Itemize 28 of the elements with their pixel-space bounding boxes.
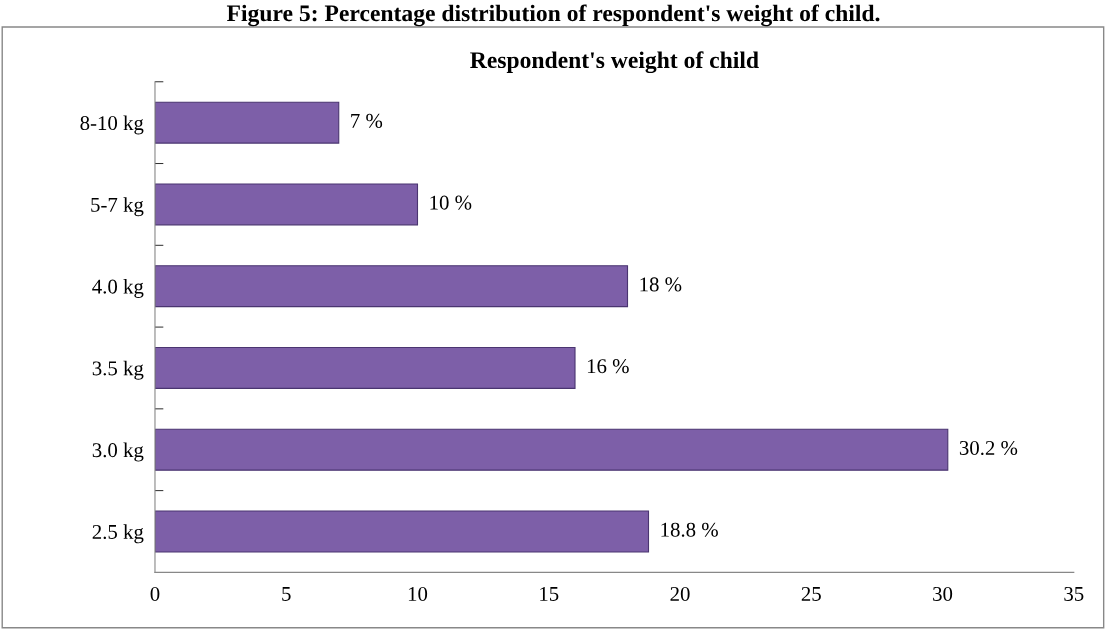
data-label: 30.2 %: [959, 440, 1018, 456]
x-tick-label: 25: [801, 586, 821, 601]
x-tick-label: 0: [150, 586, 160, 601]
data-label: 16 %: [587, 359, 629, 374]
bar: [154, 428, 949, 471]
bar: [154, 101, 340, 144]
data-label: 18.8 %: [661, 522, 718, 537]
y-tick-label: 4.0 kg: [92, 278, 144, 298]
y-tick-label: 3.5 kg: [92, 360, 144, 380]
x-tick-label: 20: [670, 586, 690, 601]
y-tick-label: 3.0 kg: [92, 442, 144, 462]
x-tick-label: 35: [1064, 586, 1084, 601]
x-tick-label: 15: [540, 586, 559, 601]
x-tick-label: 30: [933, 586, 953, 601]
y-tick-label: 5-7 kg: [91, 197, 144, 217]
bar: [154, 183, 419, 226]
bar: [154, 265, 629, 308]
data-label: 10 %: [430, 195, 472, 210]
bar: [154, 346, 576, 389]
bar: [154, 510, 650, 553]
x-tick-label: 10: [408, 586, 428, 601]
data-label: 18 %: [640, 277, 682, 292]
x-tick-label: 5: [282, 587, 291, 601]
data-label: 7 %: [351, 113, 383, 128]
y-tick-label: 8-10 kg: [80, 115, 144, 135]
y-tick-label: 2.5 kg: [92, 524, 144, 544]
chart-subtitle: Respondent's weight of child: [470, 51, 759, 74]
chart-title: Figure 5: Percentage distribution of respondent's weight of child.: [226, 4, 880, 27]
